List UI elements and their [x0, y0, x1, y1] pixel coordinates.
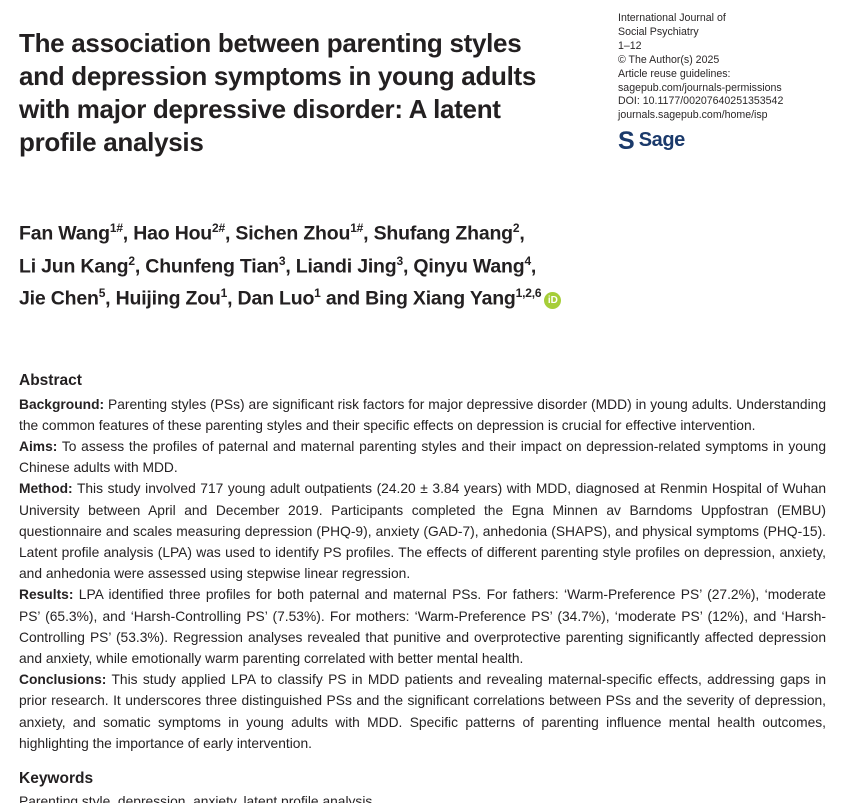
- author-name: ,: [530, 255, 537, 277]
- journal-info-line: 1–12: [618, 39, 642, 52]
- author-name: , Dan Luo: [227, 287, 315, 310]
- author-name: ,: [519, 222, 525, 245]
- author-affiliation-superscript: 2: [512, 221, 520, 235]
- author-name: Jie Chen: [19, 287, 99, 310]
- abstract-paragraph: Conclusions: This study applied LPA to c…: [19, 672, 826, 751]
- author-affiliation-superscript: 1: [220, 286, 228, 300]
- author-name: Li Jun Kang: [19, 255, 129, 277]
- keywords-text: Parenting style, depression, anxiety, la…: [19, 793, 373, 803]
- abstract-paragraph: Background: Parenting styles (PSs) are s…: [19, 396, 826, 433]
- header-row: The association between parenting styles…: [19, 10, 826, 159]
- abstract-paragraph: Aims: To assess the profiles of paternal…: [19, 438, 826, 476]
- journal-info-line: sagepub.com/journals-permissions: [618, 81, 782, 94]
- abstract-paragraph-label: Method:: [19, 481, 73, 497]
- paper-title: The association between parenting styles…: [19, 28, 537, 157]
- sage-logo-wordmark: Sage: [638, 129, 686, 152]
- journal-info-line: DOI: 10.1177/00207640251353542: [618, 95, 784, 108]
- abstract-paragraph: Method: This study involved 717 young ad…: [19, 481, 826, 582]
- author-affiliation-superscript: 3: [278, 253, 286, 268]
- author-affiliation-superscript: 1,2,6: [515, 286, 542, 300]
- author-line: Fan Wang1#, Hao Hou2#, Sichen Zhou1#, Sh…: [19, 215, 826, 248]
- author-name: , Sichen Zhou: [224, 222, 351, 245]
- journal-info-line: © The Author(s) 2025: [618, 53, 720, 66]
- journal-info-line: journals.sagepub.com/home/isp: [618, 109, 768, 122]
- author-line: Jie Chen5, Huijing Zou1, Dan Luo1 and Bi…: [19, 280, 826, 313]
- abstract-paragraph-label: Background:: [19, 396, 105, 412]
- author-list: Fan Wang1#, Hao Hou2#, Sichen Zhou1#, Sh…: [19, 215, 826, 313]
- journal-info-line: Article reuse guidelines:: [618, 67, 731, 80]
- abstract-paragraph-label: Results:: [19, 587, 74, 603]
- author-affiliation-superscript: 1#: [350, 221, 364, 235]
- abstract-paragraph-label: Aims:: [19, 438, 58, 454]
- author-name: , Chunfeng Tian: [134, 255, 279, 277]
- author-line: Li Jun Kang2, Chunfeng Tian3, Liandi Jin…: [19, 248, 826, 281]
- author-name: , Hao Hou: [122, 222, 212, 245]
- author-affiliation-superscript: 2#: [212, 221, 225, 235]
- author-affiliation-superscript: 2: [128, 253, 135, 268]
- keywords-section: Keywords Parenting style, depression, an…: [19, 769, 826, 803]
- author-name: and Bing Xiang Yang: [320, 287, 516, 310]
- journal-info-line: International Journal of: [618, 12, 726, 24]
- author-name: Fan Wang: [19, 222, 110, 245]
- journal-info-line: Social Psychiatry: [618, 25, 699, 38]
- journal-info-lines: International Journal of Social Psychiatr…: [618, 12, 826, 123]
- author-name: , Qinyu Wang: [402, 255, 525, 277]
- author-affiliation-superscript: 1#: [109, 221, 123, 235]
- abstract-heading: Abstract: [19, 371, 82, 389]
- author-name: , Huijing Zou: [105, 287, 221, 310]
- author-name: , Liandi Jing: [285, 255, 397, 277]
- sage-logo: S Sage: [618, 127, 826, 156]
- author-affiliation-superscript: 1: [314, 286, 321, 300]
- journal-info: International Journal of Social Psychiatr…: [618, 10, 826, 156]
- keywords-heading: Keywords: [19, 769, 94, 787]
- abstract-paragraph: Results: LPA identified three profiles f…: [19, 587, 826, 666]
- author-affiliation-superscript: 3: [396, 253, 403, 268]
- abstract-paragraphs: Background: Parenting styles (PSs) are s…: [19, 394, 826, 754]
- author-name: , Shufang Zhang: [363, 222, 513, 245]
- abstract-paragraph-label: Conclusions:: [19, 672, 107, 688]
- abstract-section: Abstract Background: Parenting styles (P…: [19, 371, 826, 754]
- orcid-icon[interactable]: iD: [544, 291, 562, 309]
- author-affiliation-superscript: 5: [98, 286, 106, 300]
- sage-logo-s-icon: S: [618, 127, 635, 156]
- author-affiliation-superscript: 4: [524, 253, 531, 268]
